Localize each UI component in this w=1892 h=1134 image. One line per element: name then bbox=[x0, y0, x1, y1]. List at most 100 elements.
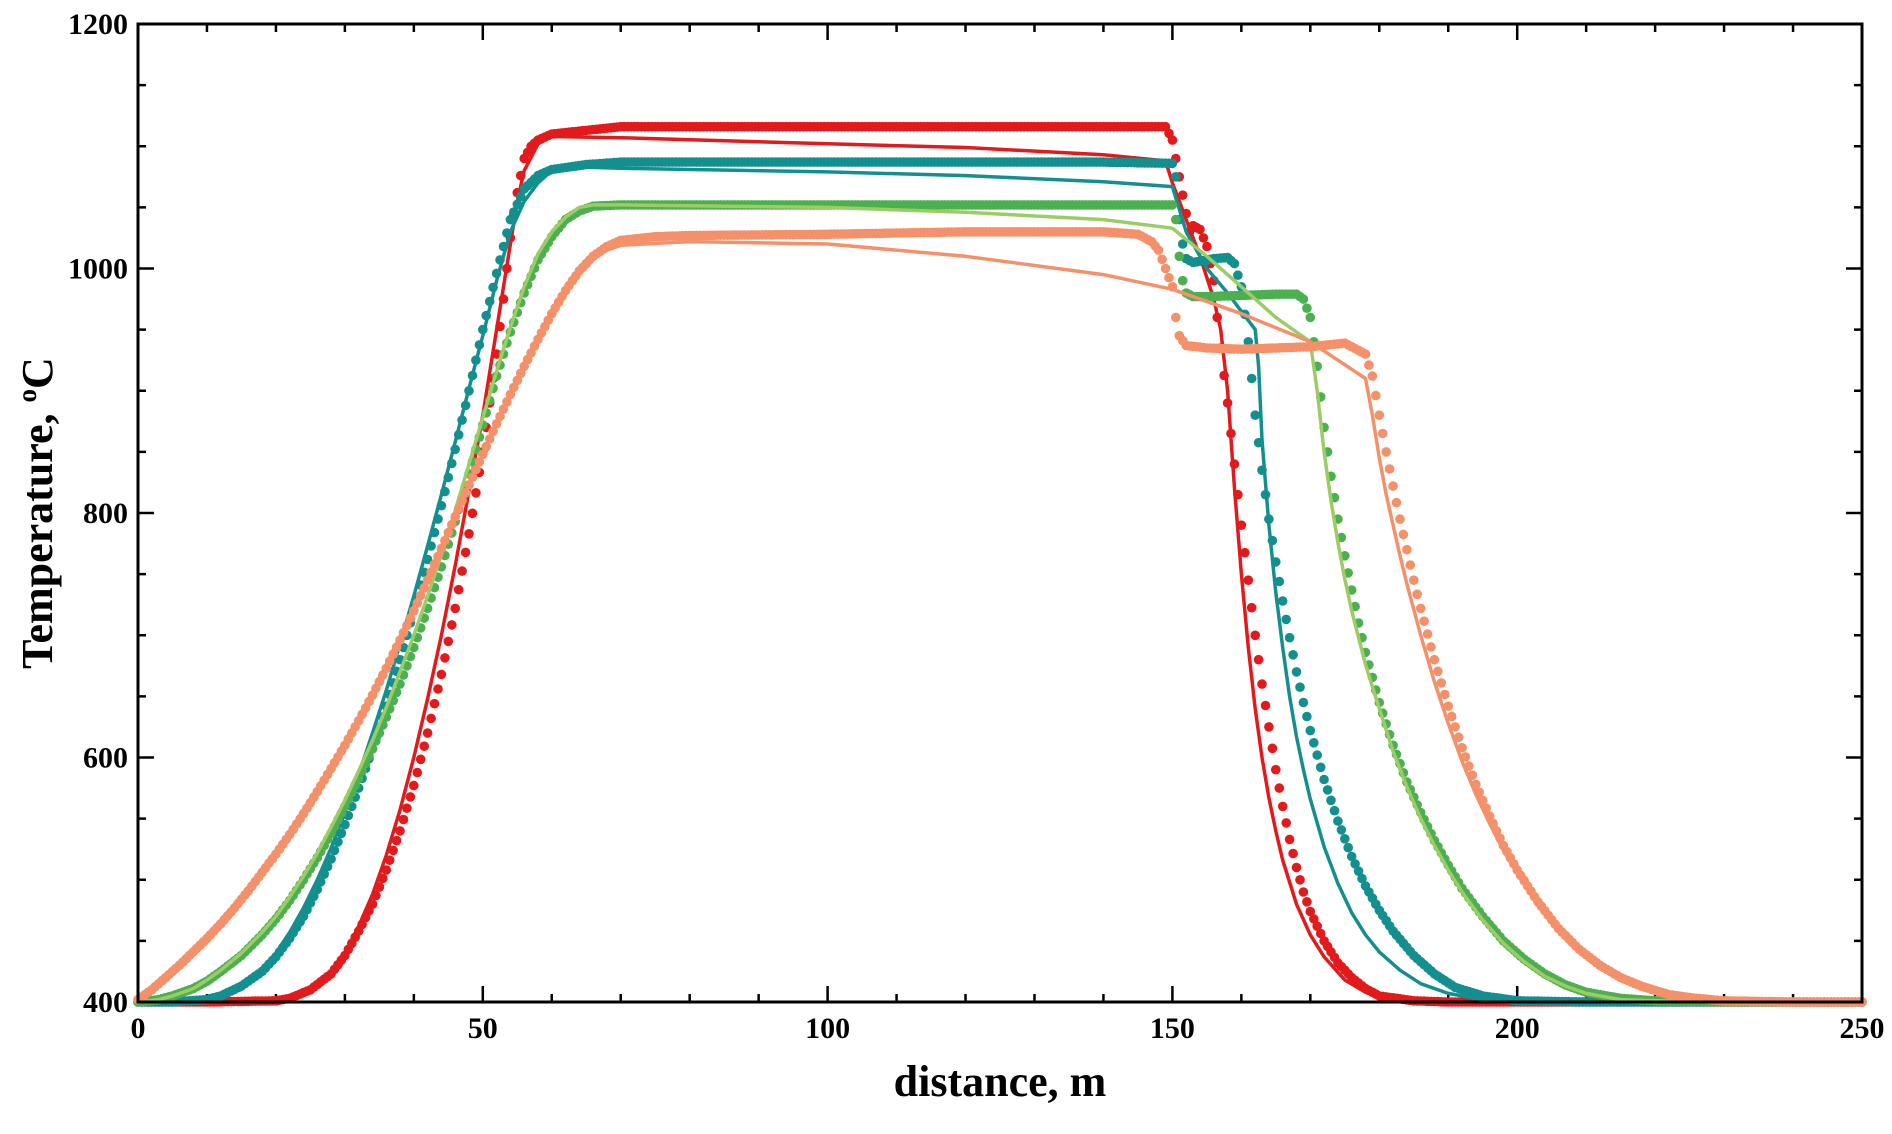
data-point bbox=[1171, 214, 1181, 225]
data-point bbox=[1167, 135, 1178, 145]
data-point bbox=[1198, 233, 1209, 243]
data-point bbox=[1426, 642, 1436, 652]
data-point bbox=[1453, 732, 1464, 743]
series-line-1 bbox=[138, 134, 1862, 1004]
data-point bbox=[505, 214, 516, 225]
data-point bbox=[1315, 762, 1326, 773]
x-tick-label: 0 bbox=[131, 1012, 146, 1045]
data-point bbox=[1384, 464, 1395, 474]
data-point bbox=[1174, 251, 1185, 262]
data-point bbox=[1353, 866, 1364, 876]
data-point bbox=[405, 792, 416, 802]
data-point bbox=[1250, 630, 1260, 641]
data-point bbox=[440, 653, 450, 663]
data-point bbox=[1388, 481, 1398, 491]
data-point bbox=[1246, 373, 1257, 384]
data-point bbox=[512, 199, 523, 210]
data-point bbox=[1405, 560, 1416, 570]
data-point bbox=[1281, 818, 1291, 828]
data-point bbox=[1422, 629, 1433, 639]
data-point bbox=[1164, 272, 1174, 283]
y-axis-label-main: Temperature, bbox=[13, 402, 62, 668]
y-tick-labels: 400 600 800 1000 1200 bbox=[68, 8, 128, 1019]
data-point bbox=[464, 529, 474, 539]
series-line-7 bbox=[136, 239, 1862, 1004]
data-point bbox=[1436, 678, 1447, 688]
data-point bbox=[1343, 842, 1353, 853]
data-point bbox=[1177, 190, 1188, 200]
data-point bbox=[419, 741, 430, 751]
y-tick-label: 1000 bbox=[68, 253, 128, 286]
x-tick-label: 250 bbox=[1840, 1012, 1885, 1045]
series-line-5 bbox=[137, 203, 1862, 1004]
data-point bbox=[1302, 303, 1312, 314]
data-point bbox=[395, 826, 405, 836]
data-point bbox=[412, 767, 423, 778]
data-point bbox=[1391, 497, 1402, 508]
data-point bbox=[1295, 875, 1305, 885]
data-point bbox=[1271, 764, 1281, 775]
data-point bbox=[1153, 245, 1164, 255]
y-axis-label-unit: C bbox=[13, 357, 62, 389]
data-point bbox=[1229, 258, 1240, 269]
data-point bbox=[1319, 774, 1329, 785]
series-dots-4 bbox=[133, 200, 1867, 1007]
data-point bbox=[1171, 172, 1181, 182]
series-dots-6 bbox=[133, 227, 1867, 1007]
data-point bbox=[1305, 725, 1316, 736]
data-point bbox=[1440, 689, 1450, 700]
data-point bbox=[1450, 722, 1460, 732]
data-point bbox=[1309, 914, 1319, 924]
data-point bbox=[1291, 667, 1302, 677]
data-point bbox=[1277, 801, 1288, 812]
data-point bbox=[1409, 575, 1419, 585]
data-point bbox=[447, 620, 457, 630]
data-point bbox=[509, 207, 519, 217]
data-point bbox=[1402, 544, 1412, 555]
data-point bbox=[433, 684, 443, 694]
data-point bbox=[436, 669, 447, 680]
data-point bbox=[1267, 743, 1278, 754]
data-point bbox=[1288, 848, 1298, 859]
data-point bbox=[1371, 390, 1381, 401]
data-point bbox=[1291, 862, 1302, 873]
data-point bbox=[457, 566, 467, 576]
data-point bbox=[1398, 529, 1409, 540]
y-tick-label: 800 bbox=[83, 497, 128, 530]
data-point bbox=[384, 855, 395, 865]
data-point bbox=[1298, 887, 1309, 897]
data-point bbox=[1177, 239, 1188, 249]
x-tick-label: 150 bbox=[1150, 1012, 1195, 1045]
data-point bbox=[443, 636, 454, 647]
data-point bbox=[1374, 410, 1385, 421]
data-point bbox=[1257, 679, 1267, 689]
data-point bbox=[1167, 200, 1178, 210]
data-point bbox=[388, 845, 399, 856]
data-point bbox=[1284, 632, 1295, 643]
data-point bbox=[1312, 921, 1322, 931]
data-point bbox=[1350, 859, 1360, 869]
data-point bbox=[1177, 275, 1188, 286]
data-point bbox=[1360, 349, 1371, 359]
data-point bbox=[1381, 447, 1391, 457]
data-point bbox=[1298, 697, 1309, 708]
data-point bbox=[1202, 241, 1212, 252]
data-point bbox=[1250, 410, 1260, 421]
data-point bbox=[471, 488, 481, 498]
data-point bbox=[1195, 224, 1205, 235]
data-point bbox=[1246, 602, 1257, 613]
data-point bbox=[402, 803, 412, 813]
data-point bbox=[1412, 589, 1422, 600]
data-point bbox=[1395, 514, 1405, 524]
data-point bbox=[1284, 834, 1295, 845]
data-point bbox=[1446, 711, 1457, 722]
data-point bbox=[1364, 360, 1374, 370]
data-point bbox=[1233, 270, 1243, 281]
x-tick-label: 100 bbox=[805, 1012, 850, 1045]
data-point bbox=[460, 547, 471, 558]
data-point bbox=[1260, 700, 1271, 711]
data-point bbox=[1415, 603, 1426, 614]
y-tick-label: 600 bbox=[83, 742, 128, 775]
data-point bbox=[1443, 701, 1453, 711]
